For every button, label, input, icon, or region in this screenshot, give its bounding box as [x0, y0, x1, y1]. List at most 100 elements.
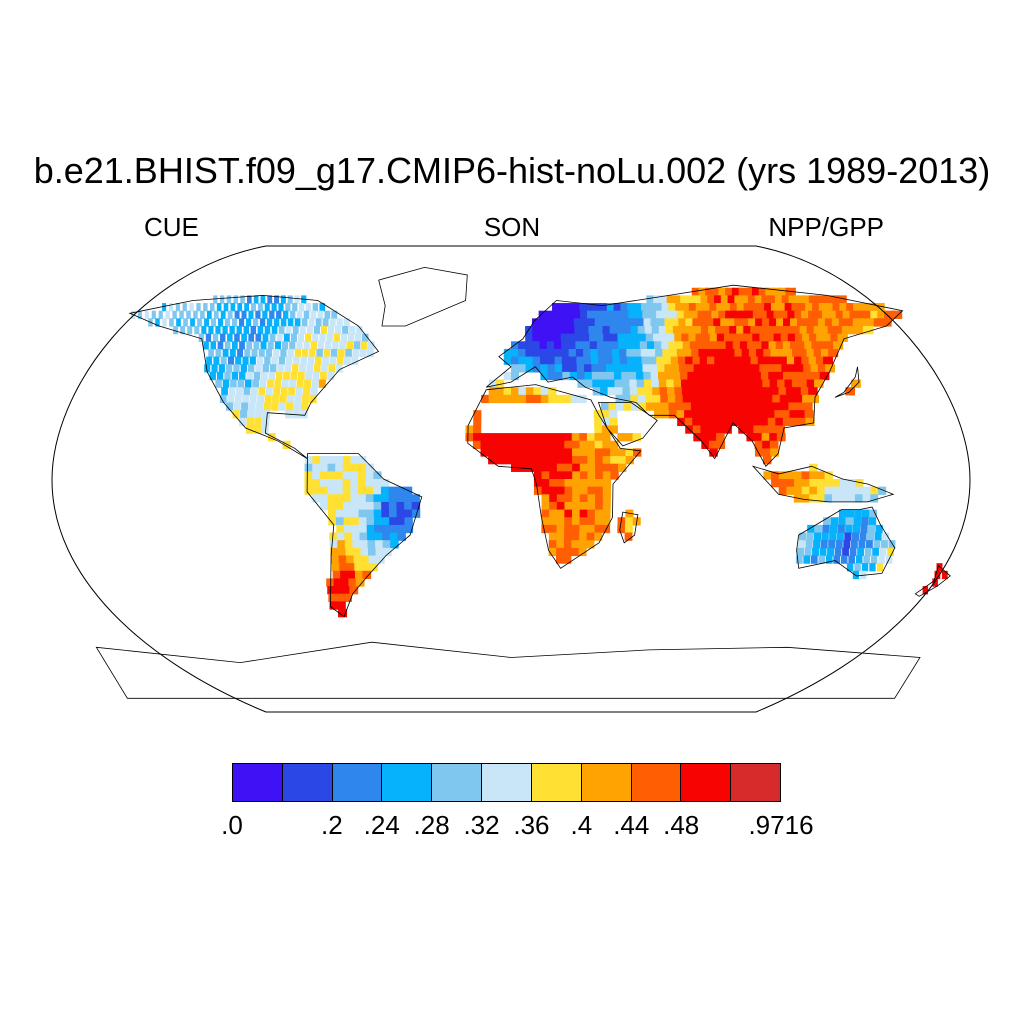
- map-cell: [600, 310, 610, 319]
- map-cell: [758, 402, 768, 411]
- map-cell: [231, 371, 239, 381]
- map-cell: [324, 310, 331, 319]
- map-cell: [709, 371, 719, 381]
- map-cell: [844, 532, 852, 541]
- map-cell: [816, 486, 825, 495]
- map-cell: [641, 356, 651, 365]
- map-cell: [179, 310, 184, 319]
- map-cell: [809, 394, 819, 404]
- map-cell: [848, 326, 860, 335]
- map-cell: [705, 402, 715, 411]
- coastline-madagascar: [619, 511, 639, 544]
- map-cell: [304, 456, 313, 465]
- map-cell: [243, 326, 249, 335]
- map-cell: [284, 364, 292, 373]
- map-cell: [533, 387, 542, 396]
- map-cell: [674, 333, 684, 342]
- map-cell: [602, 509, 611, 518]
- map-cell: [227, 394, 235, 404]
- map-cell: [624, 433, 634, 442]
- map-cell: [617, 333, 627, 342]
- map-cell: [595, 463, 604, 472]
- map-cell: [566, 318, 575, 327]
- map-cell: [592, 379, 601, 388]
- map-cell: [244, 303, 250, 312]
- map-cell: [738, 287, 749, 296]
- map-cell: [649, 364, 659, 373]
- map-cell: [285, 356, 293, 365]
- map-cell: [888, 540, 896, 549]
- map-cell: [247, 410, 255, 419]
- map-cell: [183, 318, 188, 327]
- map-cell: [691, 348, 701, 358]
- map-cell: [757, 303, 768, 312]
- map-cell: [564, 501, 573, 511]
- map-cell: [608, 402, 617, 411]
- map-cell: [621, 379, 631, 388]
- map-cell: [759, 410, 769, 419]
- map-cell: [165, 310, 170, 319]
- map-cell: [294, 348, 302, 358]
- map-cell: [708, 364, 718, 373]
- map-cell: [716, 433, 725, 442]
- map-cell: [729, 410, 739, 419]
- map-cell: [292, 410, 301, 419]
- map-cell: [690, 394, 700, 404]
- map-cell: [681, 387, 691, 396]
- map-cell: [564, 532, 573, 541]
- map-cell: [656, 310, 666, 319]
- map-cell: [572, 471, 581, 480]
- map-cell: [686, 326, 697, 335]
- map-cell: [801, 310, 812, 319]
- colorbar-box: [631, 764, 682, 801]
- map-cell: [335, 479, 344, 488]
- map-cell: [620, 303, 630, 312]
- map-cell: [880, 318, 892, 327]
- map-cell: [532, 356, 541, 365]
- map-cell: [706, 318, 716, 327]
- map-cell: [237, 303, 243, 312]
- map-cell: [745, 425, 755, 434]
- map-cell: [219, 295, 225, 304]
- coastline-africa: [467, 384, 642, 569]
- map-cell: [548, 540, 557, 549]
- map-cell: [608, 318, 618, 327]
- map-cell: [820, 540, 828, 549]
- map-cell: [352, 540, 362, 549]
- map-cell: [802, 333, 813, 342]
- map-cell: [541, 509, 550, 518]
- map-cell: [225, 318, 231, 327]
- map-cell: [788, 364, 799, 373]
- map-cell: [342, 486, 352, 495]
- map-cell: [825, 303, 837, 312]
- map-cell: [571, 524, 580, 534]
- map-cell: [526, 440, 535, 449]
- map-cell: [358, 471, 367, 480]
- map-cell: [240, 410, 248, 419]
- map-cell: [675, 341, 685, 350]
- map-cell: [227, 310, 233, 319]
- map-cell: [329, 532, 338, 541]
- map-cell: [274, 295, 280, 304]
- map-cell: [218, 364, 225, 373]
- map-cell: [682, 303, 692, 312]
- map-cell: [246, 417, 255, 427]
- map-cell: [306, 364, 314, 373]
- map-cell: [683, 348, 694, 358]
- map-cell: [564, 471, 573, 480]
- map-cell: [598, 364, 608, 373]
- map-cell: [216, 371, 224, 381]
- map-cell: [365, 463, 374, 472]
- map-cell: [261, 425, 269, 434]
- map-cell: [644, 387, 654, 396]
- map-cell: [465, 425, 474, 434]
- map-cell: [251, 303, 256, 312]
- map-cell: [276, 333, 283, 342]
- map-cell: [787, 333, 798, 342]
- map-cell: [589, 333, 598, 342]
- map-boundary: [51, 245, 971, 713]
- map-cell: [783, 318, 794, 327]
- map-cell: [541, 479, 550, 488]
- map-cell: [595, 494, 604, 503]
- map-cell: [187, 326, 193, 335]
